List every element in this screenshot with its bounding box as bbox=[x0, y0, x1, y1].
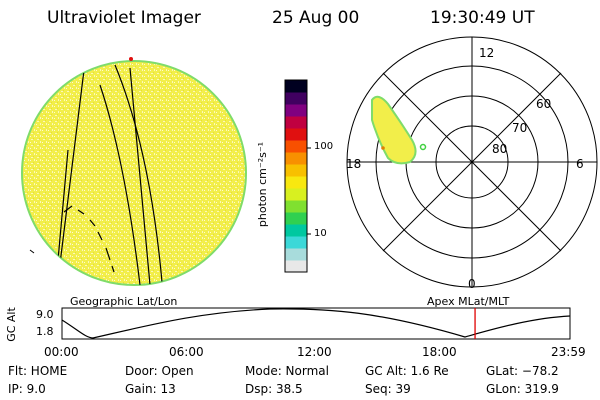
mlt-label-18: 18 bbox=[346, 157, 362, 171]
timeline-xtick-2359: 23:59 bbox=[551, 345, 586, 359]
time-label: 19:30:49 UT bbox=[430, 8, 535, 28]
mlt-label-6: 6 bbox=[576, 157, 584, 171]
status-dsp: Dsp: 38.5 bbox=[245, 382, 303, 396]
status-flt: Flt: HOME bbox=[8, 364, 68, 378]
colorbar-band bbox=[285, 212, 307, 225]
timeline-xtick-1200: 12:00 bbox=[297, 345, 332, 359]
app-title: Ultraviolet Imager bbox=[47, 8, 201, 28]
status-gain: Gain: 13 bbox=[125, 382, 176, 396]
colorbar-band bbox=[285, 116, 307, 129]
colorbar-band bbox=[285, 140, 307, 153]
timeline-xtick-0600: 06:00 bbox=[169, 345, 204, 359]
status-gc-alt: GC Alt: 1.6 Re bbox=[365, 364, 449, 378]
earth-disk bbox=[21, 60, 247, 286]
colorbar-band bbox=[285, 152, 307, 165]
colorbar-band bbox=[285, 260, 307, 273]
status-glat: GLat: −78.2 bbox=[486, 364, 559, 378]
status-door: Door: Open bbox=[125, 364, 194, 378]
colorbar-tick-10: 10 bbox=[314, 228, 327, 239]
mlt-label-12: 12 bbox=[479, 46, 495, 60]
timeline-ytick-9: 9.0 bbox=[36, 308, 54, 321]
colorbar-band bbox=[285, 224, 307, 237]
lat-label-80: 80 bbox=[492, 142, 508, 156]
colorbar-band bbox=[285, 104, 307, 117]
lat-label-70: 70 bbox=[512, 121, 528, 135]
geographic-label: Geographic Lat/Lon bbox=[70, 295, 178, 308]
timeline-xtick-1800: 18:00 bbox=[422, 345, 457, 359]
timeline-xtick-0000: 00:00 bbox=[44, 345, 79, 359]
colorbar-unit-label: photon cm⁻²s⁻¹ bbox=[256, 141, 270, 228]
timeline-ytick-1-8: 1.8 bbox=[36, 325, 54, 338]
polar-label: Apex MLat/MLT bbox=[427, 295, 510, 308]
mlt-label-0: 0 bbox=[468, 277, 476, 291]
colorbar-band bbox=[285, 248, 307, 261]
colorbar-band bbox=[285, 200, 307, 213]
status-ip: IP: 9.0 bbox=[8, 382, 46, 396]
status-mode: Mode: Normal bbox=[245, 364, 329, 378]
colorbar-band bbox=[285, 80, 307, 93]
lat-label-60: 60 bbox=[536, 97, 552, 111]
status-seq: Seq: 39 bbox=[365, 382, 411, 396]
colorbar-band bbox=[285, 164, 307, 177]
aurora-oval bbox=[371, 95, 417, 165]
coastline-overlay bbox=[55, 61, 163, 285]
colorbar-tick-100: 100 bbox=[314, 141, 334, 152]
colorbar-band bbox=[285, 236, 307, 249]
timeline-axis-label: GC Alt bbox=[4, 307, 18, 342]
colorbar-band bbox=[285, 176, 307, 189]
colorbar-band bbox=[285, 128, 307, 141]
status-glon: GLon: 319.9 bbox=[486, 382, 559, 396]
date-label: 25 Aug 00 bbox=[272, 8, 360, 28]
colorbar-band bbox=[285, 188, 307, 201]
colorbar-band bbox=[285, 92, 307, 105]
